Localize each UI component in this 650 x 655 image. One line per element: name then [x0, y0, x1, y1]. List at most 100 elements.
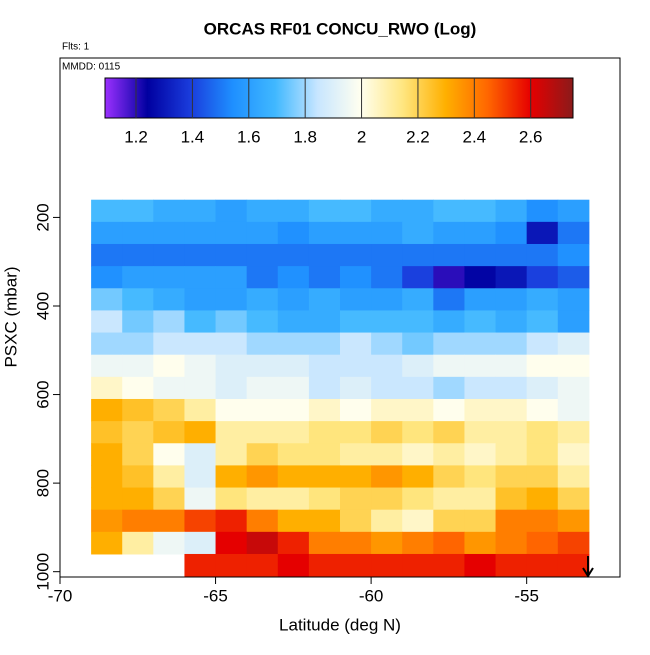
cell — [371, 531, 403, 555]
cell — [184, 266, 217, 289]
cell — [495, 332, 528, 356]
cell — [215, 487, 248, 511]
cell — [122, 421, 154, 444]
cell — [495, 421, 528, 444]
cell — [184, 376, 217, 400]
cell — [371, 266, 403, 289]
cell — [340, 421, 372, 444]
cell — [184, 332, 217, 356]
cell — [526, 443, 559, 466]
cell — [308, 199, 341, 223]
cell — [277, 487, 310, 511]
cell — [153, 266, 185, 289]
cell — [184, 243, 217, 267]
cell — [277, 310, 310, 334]
colorbar-tick-label: 1.8 — [293, 127, 317, 146]
cell — [153, 509, 185, 533]
cell — [215, 243, 248, 267]
cell — [340, 398, 372, 422]
cell — [402, 243, 434, 267]
cell — [215, 421, 248, 444]
cell — [277, 288, 310, 311]
cell — [122, 376, 154, 400]
cell — [495, 398, 528, 422]
cell — [122, 332, 154, 356]
cell — [526, 531, 559, 555]
cell — [371, 509, 403, 533]
cell — [184, 465, 217, 489]
cell — [184, 288, 217, 311]
cell — [433, 243, 465, 267]
cell — [122, 398, 154, 422]
cell — [91, 243, 123, 267]
cell — [215, 398, 248, 422]
cell — [495, 221, 528, 245]
cell — [277, 332, 310, 356]
cell — [495, 531, 528, 555]
cell — [526, 421, 559, 444]
cell — [433, 354, 465, 378]
cell — [433, 443, 465, 466]
y-tick-label: 1000 — [33, 553, 52, 591]
cell — [340, 288, 372, 311]
cell — [433, 199, 465, 223]
cell — [215, 266, 248, 289]
cell — [340, 332, 372, 356]
cell — [557, 354, 590, 378]
cell — [91, 465, 123, 489]
cell — [371, 443, 403, 466]
cell — [464, 376, 497, 400]
cell — [495, 288, 528, 311]
cell — [308, 443, 341, 466]
cell — [557, 398, 590, 422]
cell — [122, 221, 154, 245]
cell — [495, 199, 528, 223]
cell — [153, 332, 185, 356]
cell — [495, 266, 528, 289]
x-axis-label: Latitude (deg N) — [279, 615, 401, 634]
cell — [464, 487, 497, 511]
cell — [495, 487, 528, 511]
cell — [371, 310, 403, 334]
cell — [526, 465, 559, 489]
cell — [495, 443, 528, 466]
cell — [464, 443, 497, 466]
cell — [277, 509, 310, 533]
cell — [433, 332, 465, 356]
cell — [91, 421, 123, 444]
cell — [526, 266, 559, 289]
cell — [153, 531, 185, 555]
cell — [122, 288, 154, 311]
x-tick-label: -55 — [514, 586, 539, 605]
cell — [184, 443, 217, 466]
cell — [557, 288, 590, 311]
cell — [277, 199, 310, 223]
cell — [340, 243, 372, 267]
cell — [433, 509, 465, 533]
cell — [464, 266, 497, 289]
arrow — [582, 556, 594, 578]
cell — [340, 199, 372, 223]
cell — [153, 398, 185, 422]
cell — [184, 531, 217, 555]
cell — [246, 509, 279, 533]
cell — [557, 531, 590, 555]
cell — [340, 509, 372, 533]
cell — [308, 421, 341, 444]
cell — [402, 310, 434, 334]
cell — [153, 243, 185, 267]
cell — [340, 354, 372, 378]
cell — [184, 199, 217, 223]
cell — [526, 221, 559, 245]
cell — [433, 376, 465, 400]
cell — [91, 443, 123, 466]
cell — [340, 465, 372, 489]
cell — [371, 376, 403, 400]
cell — [246, 443, 279, 466]
cell — [464, 398, 497, 422]
cell — [402, 553, 434, 577]
cell — [153, 221, 185, 245]
cell — [402, 487, 434, 511]
cell — [495, 465, 528, 489]
